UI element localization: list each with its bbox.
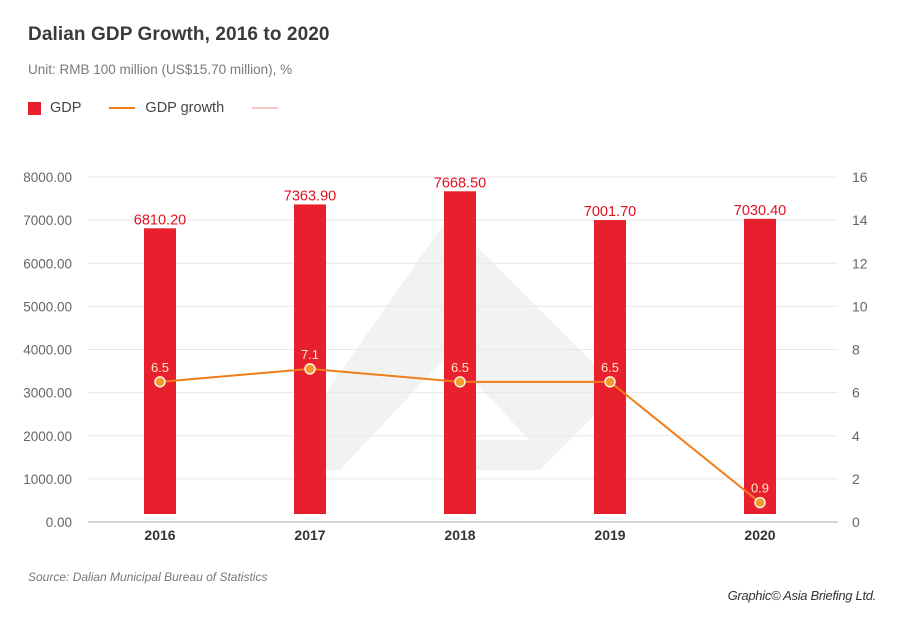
bar-label-gdp-2018: 7668.50 [434,175,486,191]
x-axis: 2016 2017 2018 2019 2020 [88,521,838,543]
bar-label-gdp-2020: 7030.40 [734,203,786,219]
y-axis-left: 0.00 1000.00 2000.00 3000.00 4000.00 5000.00 6… [23,170,72,530]
y-right-tick-label: 14 [852,212,868,228]
bar-gdp-2018 [444,191,476,514]
point-gdp-growth-2016 [154,376,166,388]
bar-label-gdp-2016: 6810.20 [134,212,186,228]
y-left-tick-label: 0.00 [46,515,72,530]
line-series-gdp-growth: 6.5 7.1 6.5 6.5 0.9 [151,347,769,509]
y-right-tick-label: 12 [852,255,868,271]
y-right-tick-label: 4 [852,428,860,444]
y-left-tick-label: 8000.00 [23,170,72,185]
y-right-tick-label: 10 [852,298,868,314]
y-right-tick-label: 2 [852,471,860,487]
x-tick-label-2016: 2016 [144,527,175,543]
y-left-tick-label: 6000.00 [23,256,72,271]
x-tick-label-2020: 2020 [744,527,775,543]
chart-title: Dalian GDP Growth, 2016 to 2020 [28,24,330,45]
point-label-gdp-growth-2018: 6.5 [451,360,469,375]
point-label-gdp-growth-2019: 6.5 [601,360,619,375]
bar-gdp-2017 [294,204,326,514]
legend-swatch-blank [252,107,279,109]
point-gdp-growth-2020 [754,496,766,509]
legend-label-gdp: GDP [50,100,82,116]
legend-swatch-gdp-growth [109,107,136,109]
y-axis-right: 0 2 4 6 8 10 12 14 16 [852,169,868,530]
legend: GDP GDP growth [28,100,306,116]
bar-labels: 6810.20 7363.90 7668.50 7001.70 7030.40 [134,175,786,228]
y-left-tick-label: 3000.00 [23,386,72,401]
y-right-tick-label: 6 [852,385,860,401]
bar-series-gdp [144,191,776,514]
chart-subtitle: Unit: RMB 100 million (US$15.70 million)… [28,62,293,77]
y-left-tick-label: 1000.00 [23,472,72,487]
point-label-gdp-growth-2016: 6.5 [151,360,169,375]
legend-swatch-gdp [28,101,41,115]
legend-label-gdp-growth: GDP growth [145,100,225,116]
x-tick-label-2017: 2017 [294,527,325,543]
point-label-gdp-growth-2017: 7.1 [301,347,319,362]
y-right-tick-label: 16 [852,169,868,185]
x-tick-label-2018: 2018 [444,527,475,543]
y-left-tick-label: 7000.00 [23,213,72,228]
y-right-tick-label: 8 [852,342,860,358]
point-gdp-growth-2019 [604,376,616,388]
y-left-tick-label: 5000.00 [23,299,72,314]
source-note: Source: Dalian Municipal Bureau of Stati… [28,570,268,584]
legend-item-gdp[interactable]: GDP [28,100,81,116]
bar-gdp-2019 [594,220,626,514]
y-left-tick-label: 4000.00 [23,343,72,358]
bar-gdp-2016 [144,228,176,514]
x-tick-label-2019: 2019 [594,527,625,543]
legend-item-gdp-growth[interactable]: GDP growth [109,100,224,116]
y-left-tick-label: 2000.00 [23,429,72,444]
point-label-gdp-growth-2020: 0.9 [751,481,769,496]
legend-item-blank[interactable] [252,107,279,109]
point-gdp-growth-2018 [454,376,466,388]
bar-label-gdp-2019: 7001.70 [584,204,636,220]
y-right-tick-label: 0 [852,514,860,530]
point-gdp-growth-2017 [304,363,316,375]
bar-label-gdp-2017: 7363.90 [284,188,336,204]
graphic-credit: Graphic© Asia Briefing Ltd. [727,588,877,603]
bar-gdp-2020 [744,218,776,514]
